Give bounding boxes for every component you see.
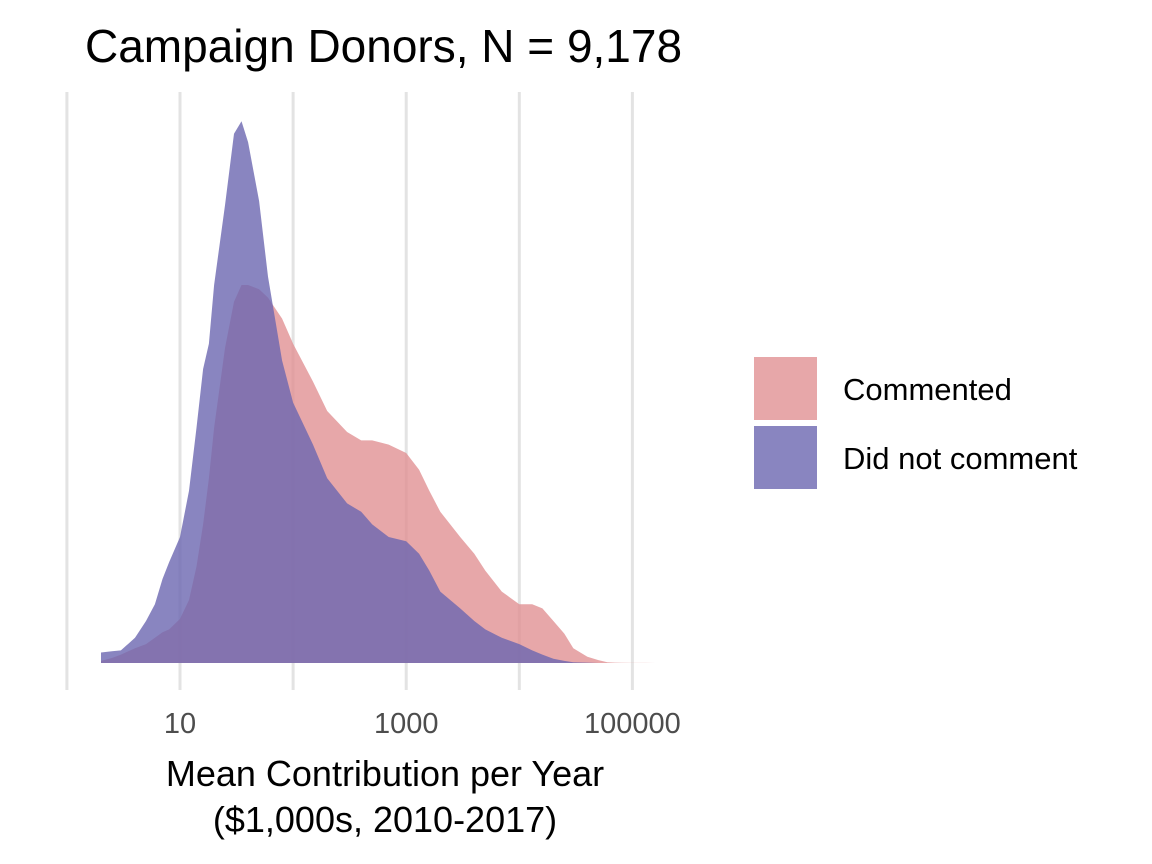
- density-areas: [101, 121, 656, 663]
- chart-title: Campaign Donors, N = 9,178: [85, 20, 682, 72]
- legend: Commented Did not comment: [754, 357, 1078, 489]
- x-axis-title-line-1: Mean Contribution per Year: [166, 753, 604, 794]
- x-tick-label-1000: 1000: [374, 708, 439, 740]
- density-area-did-not-comment: [101, 121, 599, 663]
- legend-key-did-not-comment: [754, 426, 817, 489]
- x-tick-label-100000: 100000: [584, 708, 681, 740]
- gridlines: [65, 92, 634, 690]
- legend-label-did-not-comment: Did not comment: [843, 441, 1078, 476]
- x-axis-ticks: 10 1000 100000: [164, 708, 681, 740]
- legend-key-commented: [754, 357, 817, 420]
- x-axis-title-line-2: ($1,000s, 2010-2017): [213, 799, 557, 840]
- x-tick-label-10: 10: [164, 708, 196, 740]
- legend-label-commented: Commented: [843, 372, 1012, 407]
